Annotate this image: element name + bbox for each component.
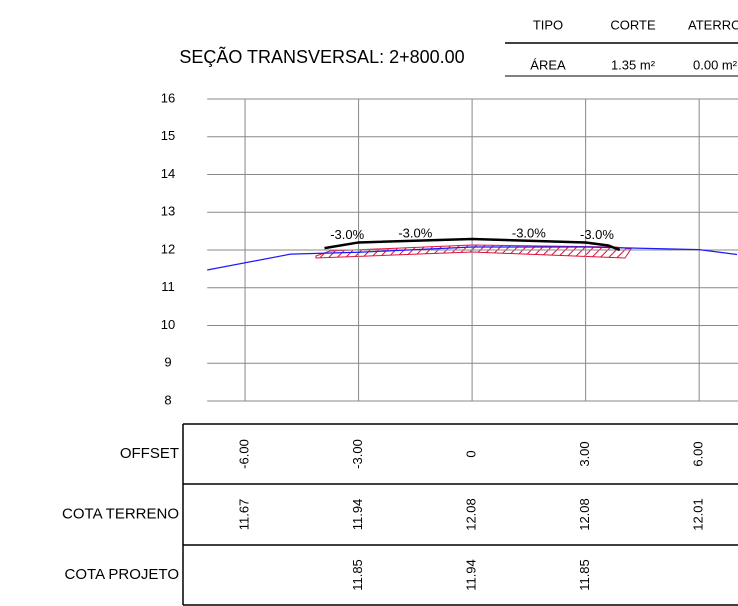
title: SEÇÃO TRANSVERSAL: 2+800.00: [179, 46, 464, 67]
y-tick-label: 12: [161, 241, 175, 256]
cut-area: [315, 244, 632, 259]
row-value: 12.08: [464, 498, 479, 531]
project-line: [324, 237, 621, 252]
slope-label: -3.0%: [330, 227, 364, 242]
row-value: 11.67: [236, 499, 251, 531]
row-label: COTA TERRENO: [62, 505, 179, 522]
y-tick-label: 15: [161, 128, 175, 143]
row-label: OFFSET: [120, 445, 179, 462]
y-tick-label: 13: [161, 204, 175, 219]
row-value: 11.85: [350, 559, 365, 591]
y-tick-label: 8: [164, 392, 171, 407]
row-value: 6.00: [691, 441, 706, 466]
y-tick-label: 10: [161, 317, 175, 332]
row-value: 11.85: [577, 559, 592, 591]
summary-value: 0.00 m²: [693, 57, 738, 72]
terrain-line: [207, 246, 738, 271]
y-tick-label: 11: [161, 279, 175, 294]
row-value: 11.94: [350, 499, 365, 531]
row-label: COTA PROJETO: [65, 566, 179, 583]
slope-label: -3.0%: [512, 226, 546, 241]
summary-value: 1.35 m²: [611, 57, 656, 72]
row-value: 11.94: [464, 559, 479, 591]
summary-label: ÁREA: [530, 57, 566, 72]
summary-header: ATERRO: [688, 17, 738, 32]
row-value: -6.00: [236, 439, 251, 469]
y-tick-label: 16: [161, 90, 175, 105]
row-value: 3.00: [577, 441, 592, 466]
slope-label: -3.0%: [398, 226, 432, 241]
row-value: 0: [464, 450, 479, 457]
summary-header: TIPO: [533, 17, 563, 32]
summary-header: CORTE: [610, 17, 656, 32]
slope-label: -3.0%: [580, 227, 614, 242]
row-value: 12.08: [577, 498, 592, 531]
row-value: -3.00: [350, 439, 365, 469]
y-tick-label: 14: [161, 166, 175, 181]
y-tick-label: 9: [164, 355, 171, 370]
row-value: 12.01: [691, 498, 706, 531]
